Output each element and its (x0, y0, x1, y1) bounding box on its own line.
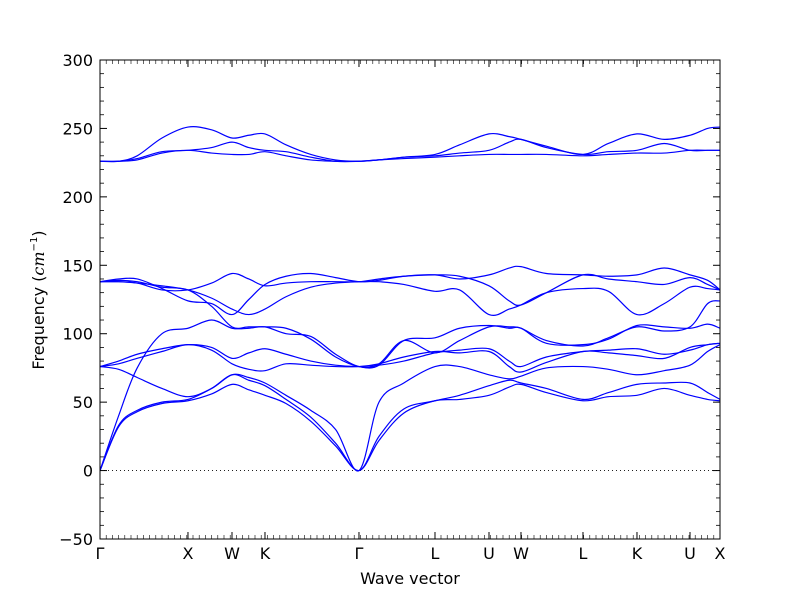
x-tick-label: Γ (355, 544, 364, 563)
dispersion-curves (99, 126, 721, 472)
y-tick-label: 50 (73, 393, 93, 412)
dispersion-branch-3 (99, 344, 721, 472)
x-axis-label: Wave vector (360, 569, 460, 588)
y-axis-label-exponent: −1 (29, 237, 40, 252)
y-tick-label: 300 (62, 51, 93, 70)
x-tick-label: X (715, 544, 726, 563)
y-axis-ticks: −50 0 50 100 150 200 250 300 (59, 51, 720, 549)
x-tick-label: X (182, 544, 193, 563)
y-axis-label-prefix: Frequency ( (29, 276, 48, 370)
y-axis-label-unit: cm (29, 251, 48, 275)
x-tick-label: Γ (96, 544, 105, 563)
x-tick-label: U (684, 544, 696, 563)
plot-frame (99, 59, 721, 540)
dispersion-branch-4 (99, 342, 721, 373)
y-axis-label-suffix: ) (29, 230, 48, 236)
dispersion-branch-8 (99, 279, 721, 369)
y-tick-label: 250 (62, 119, 93, 138)
dispersion-branch-13 (99, 126, 721, 163)
y-axis-label: Frequency (cm−1) (29, 230, 48, 369)
dispersion-branch-10 (99, 265, 721, 316)
x-tick-label: U (483, 544, 495, 563)
dispersion-branch-11 (99, 149, 720, 163)
dispersion-branch-9 (99, 272, 721, 306)
y-tick-label: 150 (62, 256, 93, 275)
y-tick-label: 0 (83, 462, 93, 481)
y-tick-label: 200 (62, 188, 93, 207)
y-tick-label: 100 (62, 325, 93, 344)
dispersion-branch-7 (99, 280, 721, 316)
dispersion-branch-1 (99, 383, 721, 472)
x-tick-label: L (579, 544, 588, 563)
dispersion-branch-6 (99, 300, 721, 471)
dispersion-branch-2 (99, 373, 721, 472)
x-tick-label: W (224, 544, 240, 563)
x-tick-label: K (260, 544, 271, 563)
y-tick-label: −50 (59, 530, 93, 549)
dispersion-branch-5 (99, 342, 721, 368)
x-tick-label: W (513, 544, 529, 563)
x-tick-label: L (431, 544, 440, 563)
x-tick-label: K (632, 544, 643, 563)
